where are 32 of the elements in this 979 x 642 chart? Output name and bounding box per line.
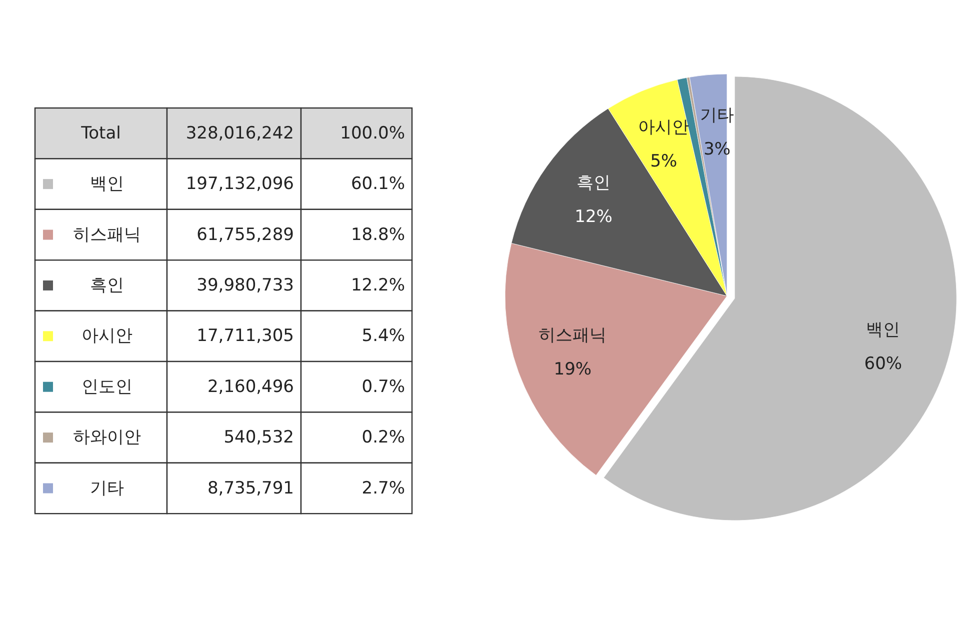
text: 328,016,242 [186, 123, 294, 144]
data-label: 19% [554, 359, 592, 380]
data-label: 12% [574, 207, 612, 228]
legend-label: 히스패닉 [73, 224, 141, 245]
text: 17,711,305 [196, 326, 294, 346]
text: 2.7% [362, 478, 405, 498]
text: 18.8% [350, 224, 405, 245]
text: Total [81, 123, 121, 144]
text: 197,132,096 [186, 174, 294, 194]
legend-label: 하와이안 [73, 428, 141, 448]
text: 0.7% [362, 376, 405, 397]
text: 8,735,791 [207, 478, 294, 498]
legend-label: 기타 [90, 478, 124, 498]
text: 60.1% [350, 174, 405, 194]
slice-label: 아시안 [638, 117, 690, 138]
text: 12.2% [350, 275, 405, 296]
legend-label: 백인 [90, 174, 124, 194]
text: 61,755,289 [196, 224, 294, 245]
slice-label: 히스패닉 [538, 325, 607, 346]
legend-label: 아시안 [82, 326, 132, 346]
text: 5.4% [362, 326, 405, 346]
legend-label: 인도인 [82, 376, 132, 397]
text: 39,980,733 [196, 275, 294, 296]
slice-label: 백인 [866, 320, 900, 340]
text: 0.2% [362, 428, 405, 448]
legend-label: 흑인 [90, 275, 124, 296]
data-label: 5% [650, 151, 678, 172]
text: 540,532 [224, 428, 294, 448]
slice-label: 흑인 [576, 173, 611, 194]
text: 2,160,496 [207, 376, 294, 397]
text: 100.0% [340, 123, 405, 144]
data-label: 60% [864, 354, 902, 374]
